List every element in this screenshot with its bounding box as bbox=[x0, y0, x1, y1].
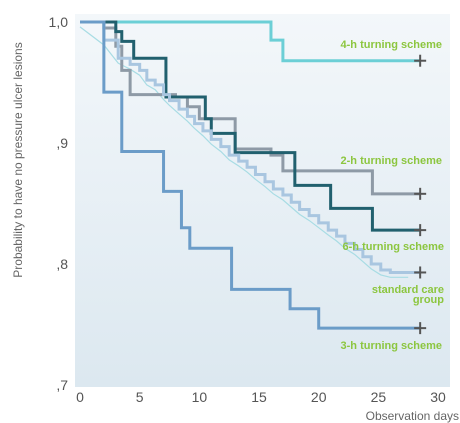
x-tick-label: 10 bbox=[192, 389, 208, 405]
x-tick-label: 30 bbox=[430, 389, 446, 405]
series-line bbox=[80, 20, 421, 63]
series-line bbox=[80, 20, 421, 232]
x-axis-title: Observation days bbox=[366, 409, 459, 423]
y-tick-label: ,8 bbox=[56, 256, 68, 272]
y-tick-label: 1,0 bbox=[49, 14, 69, 30]
censor-marker bbox=[414, 266, 427, 279]
censor-marker bbox=[414, 54, 427, 67]
series-label: standard care bbox=[372, 284, 444, 296]
reference-curve-layer bbox=[79, 26, 409, 278]
series-label: group bbox=[413, 294, 444, 306]
series-label: 2-h turning scheme bbox=[341, 155, 442, 167]
series-label: 3-h turning scheme bbox=[341, 340, 442, 352]
series-layer bbox=[80, 20, 427, 335]
reference-curve bbox=[79, 26, 409, 278]
series-line bbox=[80, 20, 421, 330]
x-axis: 0 5 10 15 20 25 30 bbox=[76, 389, 446, 405]
x-tick-label: 0 bbox=[76, 389, 84, 405]
y-tick-label: ,7 bbox=[56, 377, 68, 393]
series-line bbox=[80, 20, 421, 274]
x-tick-label: 5 bbox=[136, 389, 144, 405]
plot-background bbox=[75, 14, 450, 387]
series-line bbox=[80, 20, 421, 196]
x-tick-label: 25 bbox=[371, 389, 387, 405]
censor-marker bbox=[414, 224, 427, 237]
series-label: 6-h turning scheme bbox=[343, 241, 444, 253]
y-axis-title: Probability to have no pressure ulcer le… bbox=[11, 42, 25, 277]
series-labels: 4-h turning scheme 2-h turning scheme 6-h … bbox=[341, 39, 445, 352]
x-tick-label: 15 bbox=[251, 389, 267, 405]
censor-marker bbox=[414, 322, 427, 335]
x-tick-label: 20 bbox=[311, 389, 327, 405]
y-tick-label: ,9 bbox=[56, 135, 68, 151]
censor-marker bbox=[414, 187, 427, 200]
y-axis: ,7 ,8 ,9 1,0 bbox=[49, 14, 69, 393]
series-label: 4-h turning scheme bbox=[341, 39, 442, 51]
